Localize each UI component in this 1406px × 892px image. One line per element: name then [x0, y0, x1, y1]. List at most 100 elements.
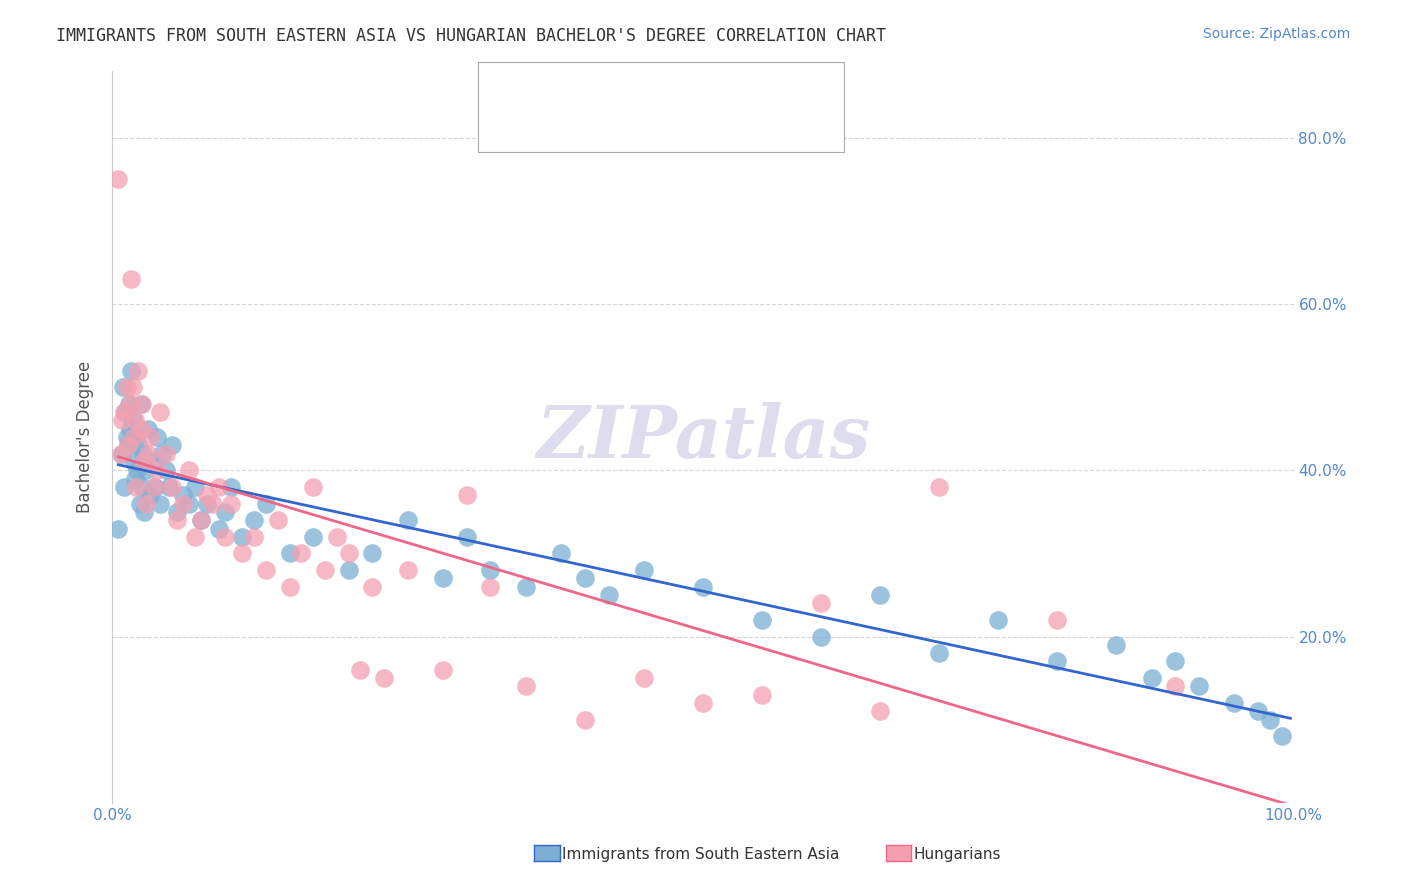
Point — [432, 571, 454, 585]
Point — [254, 563, 277, 577]
Point — [160, 480, 183, 494]
Point — [128, 497, 150, 511]
Point — [456, 488, 478, 502]
Point — [337, 563, 360, 577]
Point — [139, 430, 162, 444]
Text: R = -0.668   N =: R = -0.668 N = — [527, 79, 658, 94]
Point — [396, 513, 419, 527]
Point — [157, 480, 180, 494]
Point — [515, 580, 537, 594]
Text: ZIPatlas: ZIPatlas — [536, 401, 870, 473]
Point — [134, 505, 156, 519]
Point — [172, 497, 194, 511]
Point — [131, 397, 153, 411]
Point — [928, 480, 950, 494]
Text: R = -0.293   N =: R = -0.293 N = — [527, 111, 658, 125]
Point — [1046, 655, 1069, 669]
Point — [1247, 705, 1270, 719]
Point — [155, 463, 177, 477]
Point — [179, 463, 201, 477]
Point — [160, 438, 183, 452]
Point — [692, 580, 714, 594]
Text: 61: 61 — [724, 111, 745, 125]
Point — [120, 272, 142, 286]
Point — [190, 513, 212, 527]
Point — [112, 380, 135, 394]
Y-axis label: Bachelor's Degree: Bachelor's Degree — [76, 361, 94, 513]
Point — [135, 497, 157, 511]
Point — [869, 705, 891, 719]
Point — [111, 447, 134, 461]
Point — [184, 530, 207, 544]
Point — [142, 480, 165, 494]
Text: Hungarians: Hungarians — [914, 847, 1001, 862]
Text: Source: ZipAtlas.com: Source: ZipAtlas.com — [1202, 27, 1350, 41]
Point — [456, 530, 478, 544]
Point — [1105, 638, 1128, 652]
Point — [127, 463, 149, 477]
Point — [149, 405, 172, 419]
Point — [115, 430, 138, 444]
Point — [751, 688, 773, 702]
Point — [135, 463, 157, 477]
Point — [146, 463, 169, 477]
Point — [121, 413, 143, 427]
Point — [120, 422, 142, 436]
Point — [1046, 613, 1069, 627]
Point — [1164, 655, 1187, 669]
Point — [278, 546, 301, 560]
Point — [214, 505, 236, 519]
Point — [337, 546, 360, 560]
Point — [302, 480, 325, 494]
Point — [112, 405, 135, 419]
Point — [810, 596, 832, 610]
Point — [190, 513, 212, 527]
Point — [136, 422, 159, 436]
Point — [302, 530, 325, 544]
Point — [361, 546, 384, 560]
Point — [254, 497, 277, 511]
Point — [166, 505, 188, 519]
Point — [195, 497, 218, 511]
Point — [132, 447, 155, 461]
Point — [127, 438, 149, 452]
Point — [314, 563, 336, 577]
Point — [633, 563, 655, 577]
Point — [432, 663, 454, 677]
Point — [396, 563, 419, 577]
Point — [208, 480, 231, 494]
Text: Immigrants from South Eastern Asia: Immigrants from South Eastern Asia — [562, 847, 839, 862]
Point — [928, 646, 950, 660]
Point — [150, 447, 173, 461]
Point — [349, 663, 371, 677]
Text: 72: 72 — [724, 79, 745, 94]
Point — [201, 497, 224, 511]
Point — [479, 563, 502, 577]
Point — [127, 363, 149, 377]
Point — [117, 438, 139, 452]
Point — [131, 480, 153, 494]
Point — [243, 530, 266, 544]
Point — [373, 671, 395, 685]
Point — [121, 380, 143, 394]
Point — [267, 513, 290, 527]
Point — [195, 488, 218, 502]
Point — [132, 455, 155, 469]
Point — [1188, 680, 1211, 694]
Point — [1140, 671, 1163, 685]
Point — [1223, 696, 1246, 710]
Point — [166, 513, 188, 527]
Point — [214, 530, 236, 544]
Point — [633, 671, 655, 685]
Point — [231, 530, 253, 544]
Point — [479, 580, 502, 594]
Point — [598, 588, 620, 602]
Point — [110, 447, 132, 461]
Point — [1258, 713, 1281, 727]
Point — [231, 546, 253, 560]
Point — [184, 480, 207, 494]
Point — [869, 588, 891, 602]
Point — [124, 472, 146, 486]
Point — [515, 680, 537, 694]
Point — [120, 397, 142, 411]
